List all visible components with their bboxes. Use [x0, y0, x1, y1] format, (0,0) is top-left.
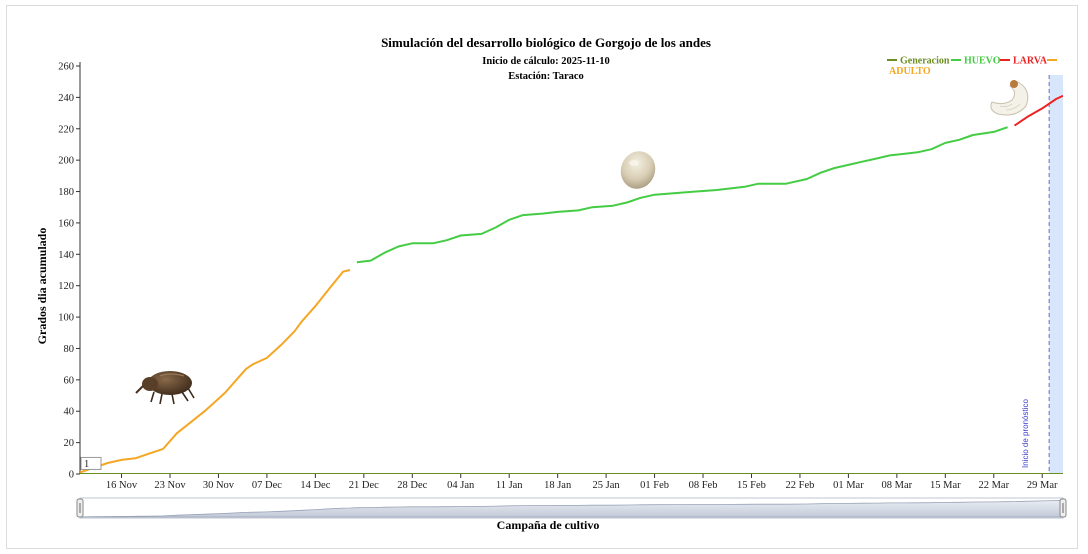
y-tick-label: 200 — [58, 156, 74, 167]
x-tick-label: 22 Feb — [786, 480, 815, 491]
x-tick-label: 16 Nov — [106, 480, 138, 491]
x-tick-label: 29 Mar — [1027, 480, 1058, 491]
series-line-huevo — [356, 126, 1008, 264]
y-tick-label: 220 — [58, 124, 74, 135]
forecast-label: Inicio de pronóstico — [1021, 399, 1030, 468]
adult-beetle-image — [135, 371, 195, 405]
y-tick-label: 40 — [64, 407, 75, 418]
annotations: 1 — [80, 456, 102, 470]
x-tick-label: 01 Mar — [833, 480, 864, 491]
forecast-band — [1049, 75, 1063, 474]
x-tick-label: 15 Mar — [930, 480, 961, 491]
legend-label-generacion[interactable]: Generacion — [900, 56, 950, 67]
x-tick-label: 22 Mar — [978, 480, 1009, 491]
chart-subtitle-station: Estación: Taraco — [508, 71, 584, 82]
x-tick-label: 04 Jan — [447, 480, 475, 491]
x-tick-label: 14 Dec — [300, 480, 330, 491]
x-tick-label: 08 Mar — [882, 480, 913, 491]
y-tick-label: 80 — [64, 344, 75, 355]
y-tick-label: 120 — [58, 281, 74, 292]
y-tick-label: 140 — [58, 250, 74, 261]
series-line-adulto — [80, 269, 351, 474]
legend[interactable]: Generacion HUEVO LARVA ADULTO — [887, 56, 1057, 78]
y-tick-label: 240 — [58, 93, 74, 104]
legend-label-larva[interactable]: LARVA — [1013, 56, 1048, 67]
y-axis-title: Grados dia acumulado — [35, 228, 49, 345]
x-tick-label: 25 Jan — [593, 480, 621, 491]
x-tick-label: 30 Nov — [203, 480, 235, 491]
annotation-box — [80, 456, 102, 470]
x-tick-label: 21 Dec — [349, 480, 379, 491]
y-tick-label: 180 — [58, 187, 74, 198]
range-slider[interactable] — [76, 497, 1067, 519]
range-slider-preview — [79, 499, 1064, 518]
x-tick-label: 15 Feb — [737, 480, 766, 491]
x-tick-label: 28 Dec — [397, 480, 427, 491]
chart-frame — [6, 5, 1078, 549]
y-tick-label: 160 — [58, 218, 74, 229]
x-axis-ticks: 16 Nov 23 Nov 30 Nov 07 Dec 14 Dec 21 Dec 28 D… — [106, 474, 1058, 491]
larva-image — [990, 80, 1029, 116]
y-axis-ticks: 0 20 40 60 80 100 120 140 160 180 200 220 240 260 — [58, 62, 80, 481]
chart-title: Simulación del desarrollo biológico de G… — [381, 35, 711, 50]
range-slider-area — [79, 499, 1064, 518]
x-tick-label: 07 Dec — [252, 480, 282, 491]
annotation-label: 1 — [84, 459, 89, 470]
x-axis-title: Campaña de cultivo — [497, 518, 600, 532]
y-tick-label: 60 — [64, 375, 75, 386]
y-tick-label: 260 — [58, 62, 74, 73]
x-tick-label: 01 Feb — [640, 480, 669, 491]
chart-subtitle-start: Inicio de cálculo: 2025-11-10 — [482, 56, 609, 67]
y-tick-label: 0 — [69, 470, 74, 481]
series-line-larva — [1013, 94, 1063, 127]
forecast-region — [1048, 75, 1063, 474]
series-lines — [80, 94, 1063, 474]
legend-label-huevo[interactable]: HUEVO — [964, 56, 1001, 67]
x-tick-label: 23 Nov — [154, 480, 186, 491]
legend-label-adulto[interactable]: ADULTO — [889, 66, 931, 77]
y-tick-label: 20 — [64, 438, 75, 449]
y-tick-label: 100 — [58, 313, 74, 324]
x-tick-label: 11 Jan — [496, 480, 523, 491]
x-tick-label: 08 Feb — [689, 480, 718, 491]
egg-image — [620, 151, 656, 189]
x-tick-label: 18 Jan — [544, 480, 572, 491]
